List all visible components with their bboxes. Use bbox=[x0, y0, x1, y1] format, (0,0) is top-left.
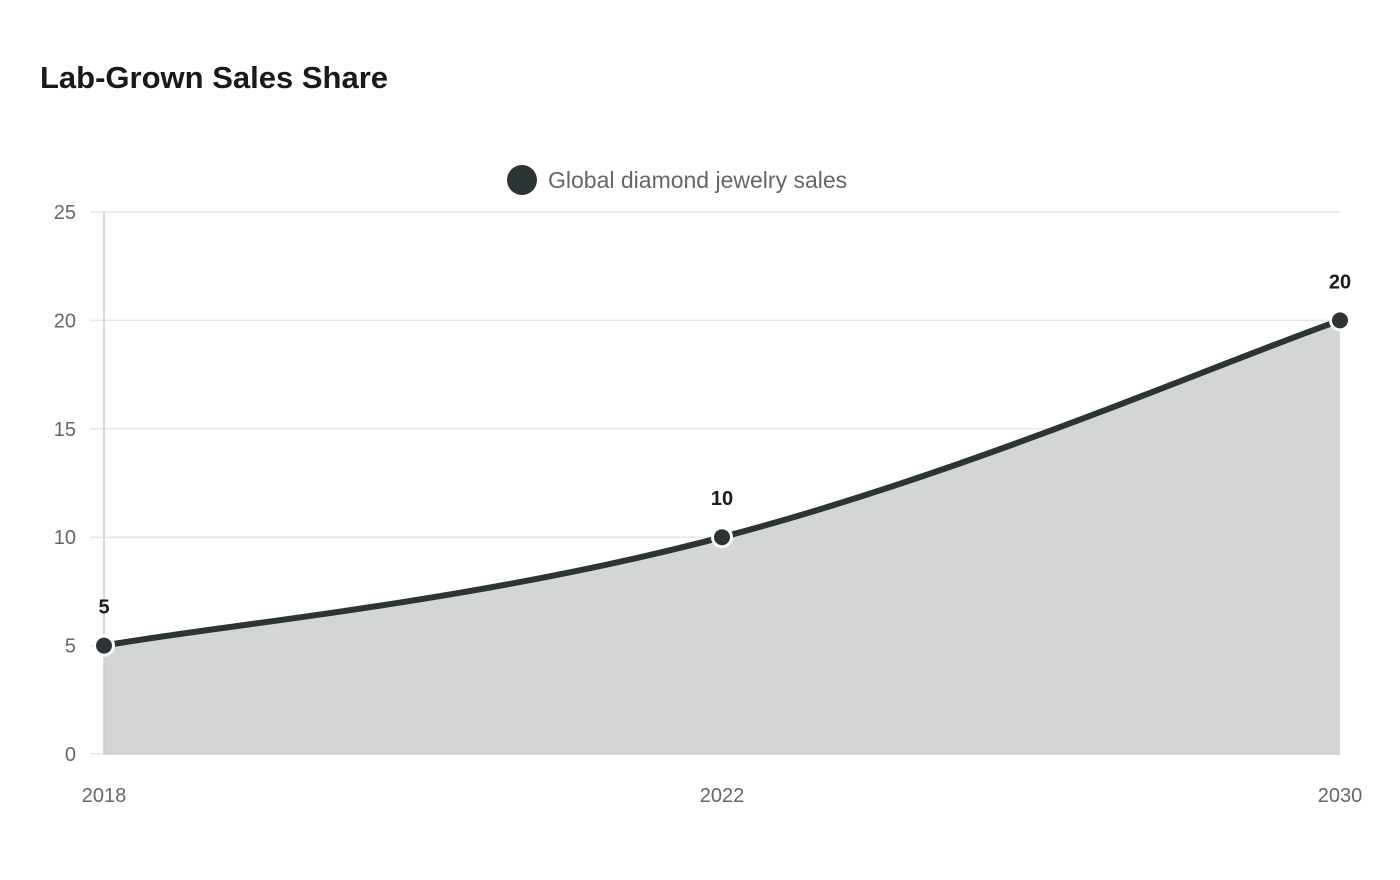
data-label: 10 bbox=[711, 488, 733, 510]
chart-title: Lab-Grown Sales Share bbox=[40, 60, 388, 95]
x-tick-label: 2022 bbox=[700, 785, 745, 807]
legend-marker bbox=[507, 165, 537, 195]
data-labels: 5 10 20 bbox=[98, 271, 1351, 618]
legend[interactable]: Global diamond jewelry sales bbox=[507, 165, 847, 195]
x-tick-labels: 2018 2022 2030 bbox=[82, 785, 1363, 807]
y-tick-label: 10 bbox=[54, 527, 76, 549]
legend-label: Global diamond jewelry sales bbox=[548, 167, 847, 193]
data-point[interactable] bbox=[1329, 309, 1351, 332]
axes bbox=[103, 212, 1340, 755]
y-tick-labels: 0 5 10 15 20 25 bbox=[54, 202, 76, 766]
x-tick-label: 2018 bbox=[82, 785, 127, 807]
data-point[interactable] bbox=[711, 526, 733, 549]
y-tick-label: 15 bbox=[54, 419, 76, 441]
y-tick-label: 25 bbox=[54, 202, 76, 224]
data-points bbox=[93, 309, 1351, 657]
x-tick-label: 2030 bbox=[1318, 785, 1363, 807]
data-label: 20 bbox=[1329, 271, 1351, 293]
y-tick-label: 0 bbox=[65, 744, 76, 766]
data-point[interactable] bbox=[93, 634, 115, 657]
y-tick-label: 5 bbox=[65, 636, 76, 658]
data-label: 5 bbox=[98, 597, 109, 619]
y-tick-label: 20 bbox=[54, 310, 76, 332]
